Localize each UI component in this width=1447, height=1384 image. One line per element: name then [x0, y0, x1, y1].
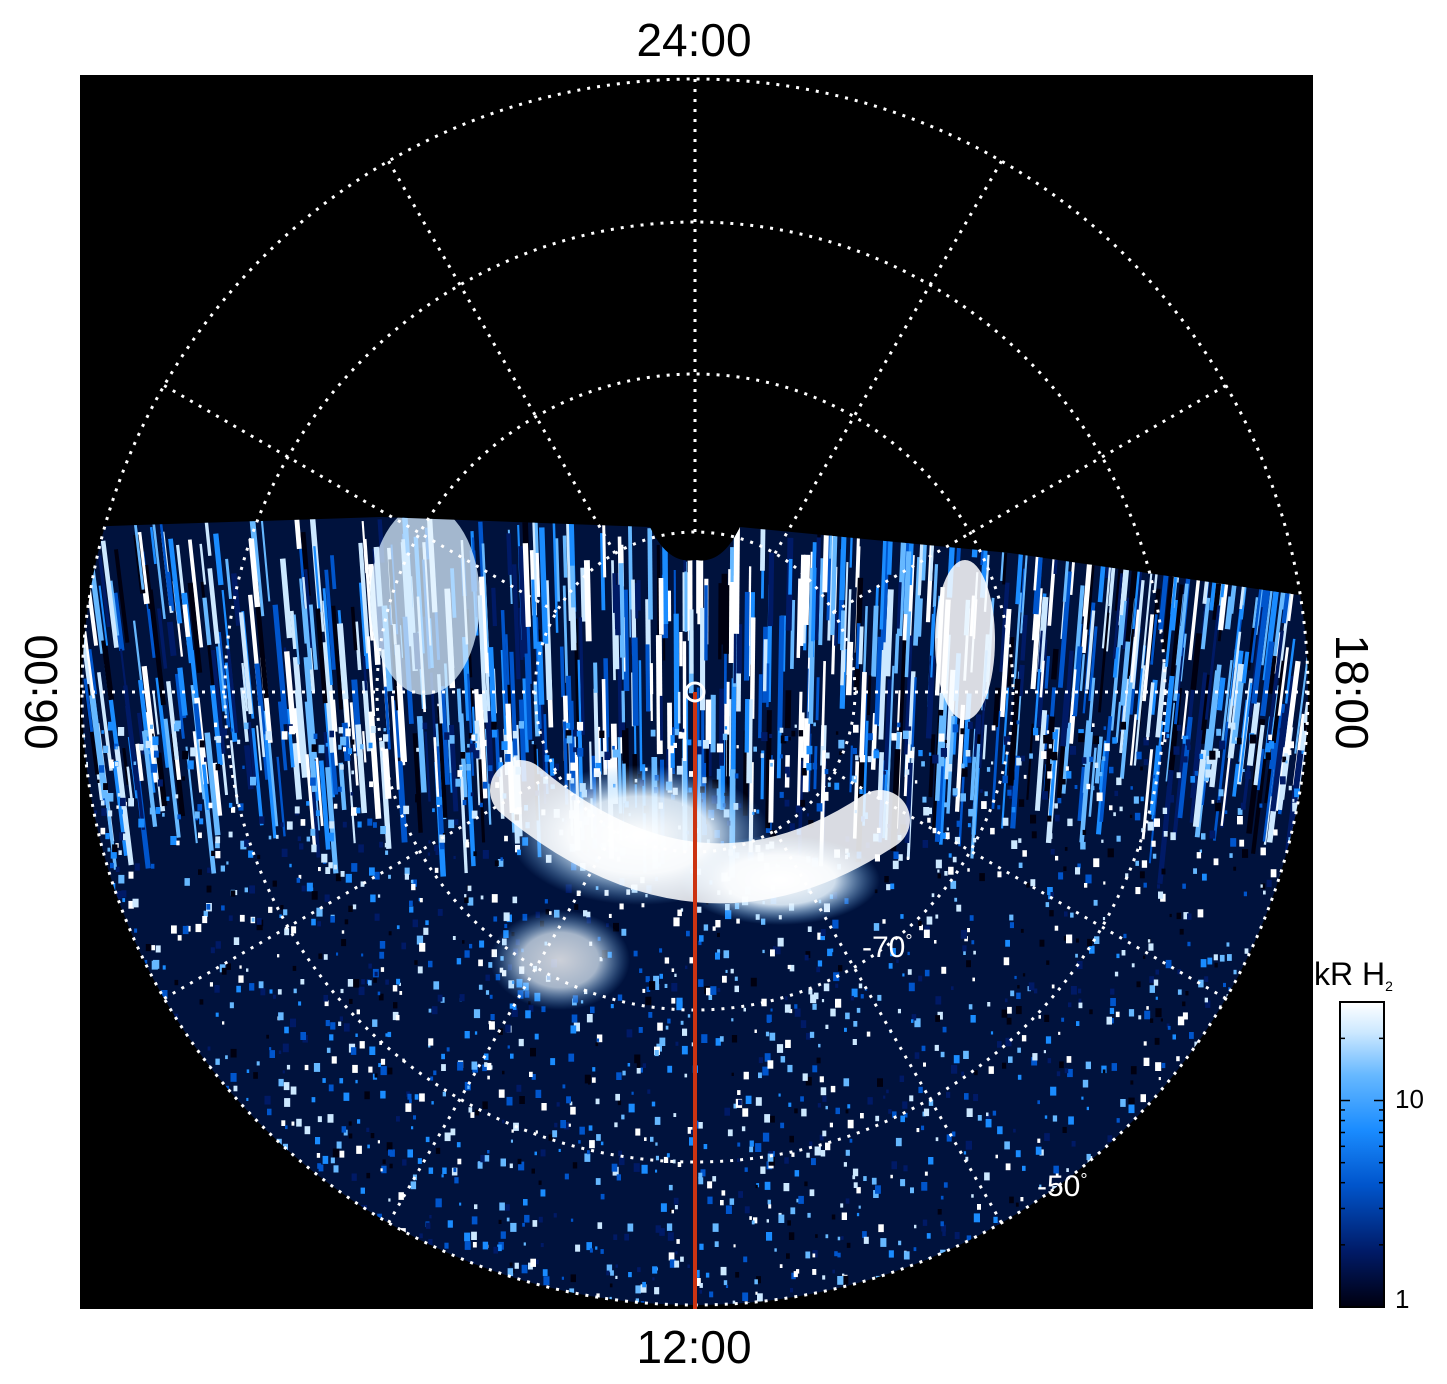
latitude-label-70: -70°	[862, 931, 913, 964]
latitude-label-50: -50°	[1037, 1170, 1088, 1203]
colorbar-title: kR H2	[1314, 956, 1393, 994]
latitude-circle	[375, 372, 1015, 1012]
local-time-label-bottom: 12:00	[636, 1321, 751, 1373]
colorbar-title-subscript: 2	[1385, 978, 1393, 994]
local-time-label-top: 24:00	[636, 14, 751, 66]
local-time-label-left: 06:00	[15, 634, 67, 749]
colorbar-tick-label-1: 1	[1395, 1284, 1409, 1314]
local-time-label-right: 18:00	[1326, 634, 1378, 749]
pole-marker	[684, 681, 706, 703]
colorbar-gradient	[1339, 1001, 1385, 1308]
colorbar: kR H2 10 1	[1314, 956, 1424, 1314]
colorbar-tick-label-10: 10	[1395, 1084, 1424, 1114]
